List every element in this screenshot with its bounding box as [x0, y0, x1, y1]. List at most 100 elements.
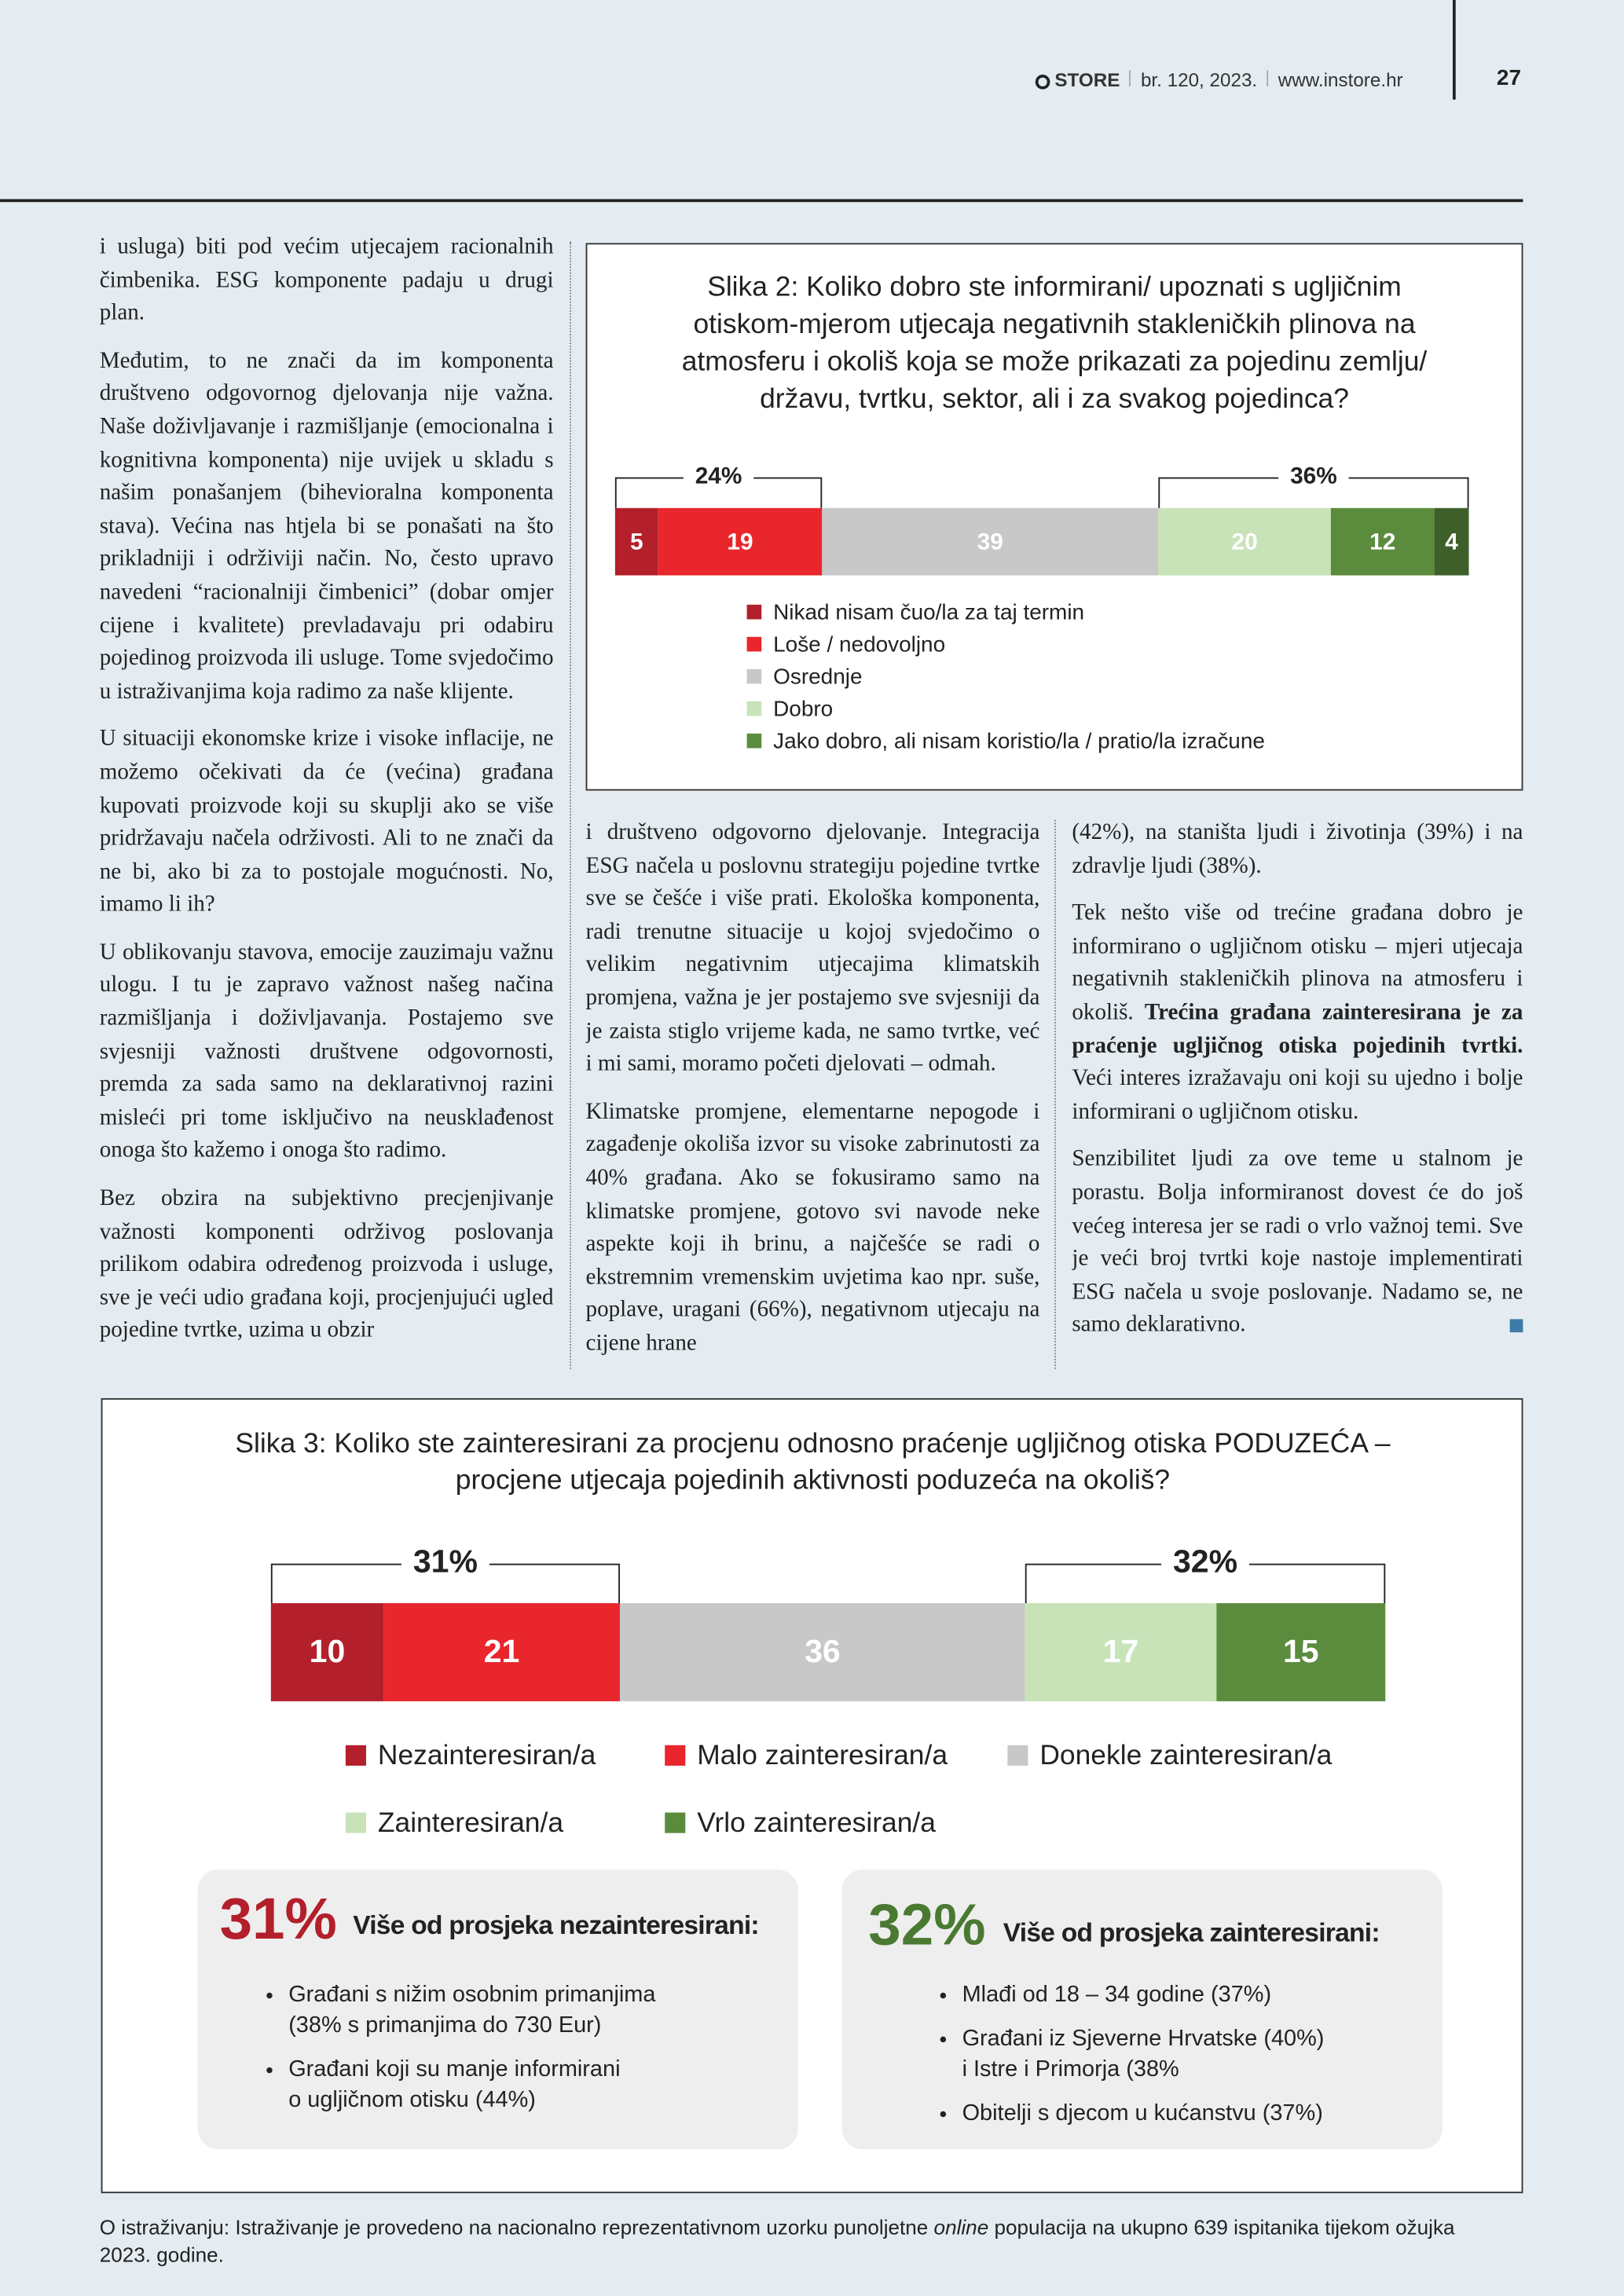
text-column: (42%), na staništa ljudi i životinja (39… [1072, 817, 1523, 1376]
legend-label: Vrlo zainteresiran/a [697, 1807, 936, 1838]
paragraph: U oblikovanju stavova, emocije zauzimaju… [99, 939, 554, 1163]
info-item-line: (38% s primanjima do 730 Eur) [288, 2012, 602, 2038]
chart-title: otiskom-mjerom utjecaja negativnih stakl… [693, 308, 1415, 339]
chart-title: Slika 2: Koliko dobro ste informirani/ u… [707, 271, 1402, 302]
bar-segment [614, 507, 658, 576]
legend-marker [746, 668, 762, 684]
info-item-line: Građani s nižim osobnim primanjima [288, 1982, 656, 2008]
bar-segment [1158, 507, 1331, 576]
value-label: 36 [805, 1633, 841, 1669]
value-label: 39 [977, 529, 1003, 555]
chart-title: procjene utjecaja pojedinih aktivnosti p… [456, 1464, 1170, 1496]
legend-label: Dobro [773, 696, 833, 720]
bar-segment [822, 507, 1159, 576]
value-label: 17 [1103, 1633, 1139, 1669]
info-item: Građani iz Sjeverne Hrvatske (40%) i Istr… [962, 2023, 1325, 2085]
chart-title: atmosferu i okoliš koja se može prikazat… [682, 346, 1428, 377]
bar-segment [658, 507, 823, 576]
bar-segment [1216, 1602, 1386, 1701]
text-column: i društveno odgovorno djelovanje. Integr… [586, 817, 1040, 1376]
info-item-line: o ugljičnom otisku (44%) [288, 2087, 536, 2113]
website: www.instore.hr [1278, 68, 1403, 91]
legend-marker [665, 1745, 686, 1766]
info-heading: Više od prosjeka nezainteresirani: [353, 1910, 759, 1940]
info-figure: 32% [868, 1893, 986, 1958]
legend-label: Nezainteresiran/a [378, 1739, 596, 1771]
info-item: Građani s nižim osobnim primanjima (38% s… [288, 1979, 655, 2041]
bar-segment [270, 1602, 384, 1701]
legend-marker [1007, 1745, 1028, 1766]
footnote: O istraživanju: Istraživanje je proveden… [100, 2214, 1505, 2269]
group-label: 32% [1173, 1543, 1237, 1579]
bar-segment [1434, 507, 1469, 576]
value-label: 10 [310, 1633, 346, 1669]
footnote-italic: online [933, 2215, 989, 2239]
group-bracket [1158, 477, 1469, 508]
page-number: 27 [1496, 65, 1522, 91]
legend-marker [345, 1812, 366, 1833]
header-line [0, 199, 1523, 203]
value-label: 21 [484, 1633, 520, 1669]
paragraph: i usluga) biti pod većim utjecajem racio… [99, 234, 554, 326]
bar-segment [1330, 507, 1435, 576]
value-label: 4 [1445, 529, 1458, 555]
paragraph: Međutim, to ne znači da im komponenta dr… [99, 348, 554, 705]
group-bracket [614, 477, 823, 508]
header-info: STORE br. 120, 2023. www.instore.hr [1034, 68, 1403, 91]
info-item-line: Obitelji s djecom u kućanstvu (37%) [962, 2100, 1323, 2126]
legend-marker [345, 1745, 366, 1766]
bar-segment [619, 1602, 1025, 1701]
logo [1034, 75, 1050, 90]
paragraph-bold: Trećina građana zainteresirana je za pra… [1072, 999, 1523, 1058]
paragraph-text: Veći interes izražavaju oni koji su ujed… [1072, 1066, 1523, 1125]
paragraph: i društveno odgovorno djelovanje. Integr… [585, 819, 1040, 1077]
paragraph: (42%), na staništa ljudi i životinja (39… [1072, 819, 1523, 878]
separator [1129, 70, 1131, 86]
info-item: Građani koji su manje informirani o uglji… [288, 2054, 655, 2115]
value-label: 20 [1232, 529, 1258, 555]
legend-label: Donekle zainteresiran/a [1039, 1739, 1332, 1771]
legend-marker [746, 701, 762, 716]
value-label: 15 [1283, 1633, 1319, 1669]
info-list: Mlađi od 18 – 34 godine (37%) Građani iz … [930, 1979, 1325, 2142]
column-divider [1054, 819, 1056, 1369]
info-item: Obitelji s djecom u kućanstvu (37%) [962, 2098, 1325, 2129]
legend-marker [746, 636, 762, 652]
legend-label: Nikad nisam čuo/la za taj termin [773, 599, 1084, 624]
bar-segment [1025, 1602, 1217, 1701]
info-item: Mlađi od 18 – 34 godine (37%) [962, 1979, 1325, 2010]
group-label: 24% [695, 463, 742, 489]
value-label: 12 [1369, 529, 1395, 555]
info-item-line: Mlađi od 18 – 34 godine (37%) [962, 1982, 1272, 2008]
paragraph: Klimatske promjene, elementarne nepogode… [585, 1099, 1040, 1356]
legend-label: Loše / nedovoljno [773, 632, 945, 656]
info-box: 31% Više od prosjeka nezainteresirani: G… [197, 1869, 798, 2150]
column-divider [570, 241, 571, 1369]
text-column: i usluga) biti pod većim utjecajem racio… [100, 231, 554, 1373]
legend-label: Malo zainteresiran/a [697, 1739, 948, 1771]
paragraph: U situaciji ekonomske krize i visoke inf… [99, 727, 554, 917]
bar-segment [383, 1602, 620, 1701]
legend-label: Zainteresiran/a [378, 1807, 563, 1838]
info-item-line: i Istre i Primorja (38% [962, 2056, 1179, 2082]
legend-marker [746, 733, 762, 749]
chart-title: Slika 3: Koliko ste zainteresirani za pr… [235, 1427, 1390, 1459]
legend-marker [665, 1812, 686, 1833]
chart-title: državu, tvrtku, sektor, ali i za svakog … [760, 383, 1349, 414]
legend-label: Osrednje [773, 664, 862, 688]
group-bracket [270, 1563, 620, 1603]
separator [1267, 70, 1269, 86]
header-rule [1452, 0, 1456, 100]
paragraph: Tek nešto više od trećine građana dobro … [1072, 898, 1523, 1130]
info-heading: Više od prosjeka zainteresirani: [1003, 1917, 1380, 1947]
brand: STORE [1054, 68, 1120, 91]
value-label: 5 [630, 529, 643, 555]
paragraph-text: Tek nešto više od trećine građana dobro … [1072, 900, 1523, 1025]
legend-marker [746, 604, 762, 620]
info-list: Građani s nižim osobnim primanjima (38% s… [256, 1979, 655, 2129]
legend-label: Jako dobro, ali nisam koristio/la / prat… [773, 728, 1265, 753]
issue: br. 120, 2023. [1140, 68, 1258, 91]
group-bracket [1025, 1563, 1386, 1603]
value-label: 19 [727, 529, 753, 555]
